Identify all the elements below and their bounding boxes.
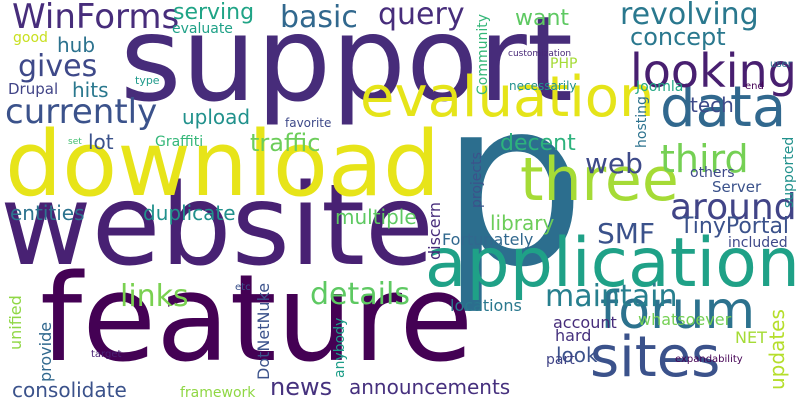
word-target: target	[91, 349, 122, 360]
word-feature: feature	[40, 250, 474, 389]
word-evaluation: evaluation	[360, 65, 655, 130]
word-end: end	[745, 81, 764, 92]
word-included: included	[728, 235, 788, 251]
word-locations: locations	[450, 296, 522, 315]
word-smf: SMF	[597, 217, 656, 250]
word-lot: lot	[88, 130, 114, 154]
word-favorite: favorite	[285, 116, 332, 130]
word-details: details	[310, 277, 410, 312]
word-forum: forum	[600, 281, 756, 341]
word-entities: entities	[10, 201, 85, 225]
word-three: three	[520, 145, 679, 215]
word-hub: hub	[57, 33, 96, 57]
word-framework: framework	[180, 385, 256, 400]
word-provide: provide	[36, 321, 55, 382]
word-account: account	[553, 313, 617, 332]
word-look: look	[556, 343, 598, 367]
word-consolidate: consolidate	[12, 378, 127, 400]
word-support: support	[120, 0, 574, 128]
word-serving: serving	[173, 0, 255, 25]
word-whatsoever: whatsoever	[638, 310, 732, 329]
word-library: library	[490, 211, 555, 235]
word-dotnetnuke: DotNetNuke	[254, 282, 273, 380]
word-want: want	[515, 6, 570, 31]
word-hits: hits	[72, 78, 109, 102]
word-news: news	[270, 373, 333, 400]
word-maintain: maintain	[545, 279, 678, 314]
word-necessarily: necessarily	[509, 79, 577, 93]
word-sites: sites	[590, 325, 721, 390]
word-announcements: announcements	[349, 375, 511, 399]
word-web: web	[585, 147, 643, 180]
word-supported: supported	[781, 136, 797, 208]
word-customization: customization	[508, 49, 572, 59]
word-anybody: anybody	[332, 317, 348, 378]
word-others: others	[690, 165, 735, 181]
word-basic: basic	[280, 0, 358, 35]
word-concept: concept	[630, 23, 726, 51]
word-application: application	[424, 224, 800, 303]
word-tech: tech	[690, 93, 734, 117]
word-query: query	[378, 0, 465, 32]
word-looking: looking	[630, 44, 797, 98]
word-net: NET	[735, 328, 767, 347]
word-discern: discern	[425, 201, 444, 260]
word-website: website	[0, 161, 434, 291]
word-server: Server	[712, 178, 762, 196]
word-joomla: Joomla	[636, 79, 684, 95]
word-decent: decent	[500, 131, 576, 156]
word-download: download	[5, 112, 441, 217]
word-fortunately: Fortunately	[442, 230, 534, 249]
word-around: around	[670, 187, 797, 228]
word-winforms: WinForms	[12, 0, 180, 37]
word-hard: hard	[555, 326, 592, 345]
word-etc: etc	[235, 282, 251, 293]
word-drupal: Drupal	[8, 80, 59, 98]
word-revolving: revolving	[620, 0, 759, 32]
word-set: set	[68, 137, 82, 147]
word-good: good	[13, 30, 48, 46]
word-data: data	[660, 75, 787, 140]
word-tinyportal: TinyPortal	[680, 214, 790, 239]
word-updates: updates	[765, 309, 789, 390]
word-evaluate: evaluate	[172, 21, 233, 37]
word-third: third	[660, 137, 749, 181]
word-unified: unified	[6, 295, 25, 350]
word-graffiti: Graffiti	[155, 134, 204, 150]
word-user: user	[770, 59, 792, 70]
word-duplicate: duplicate	[143, 201, 236, 225]
word-links: links	[120, 279, 189, 314]
word-community: Community	[475, 13, 491, 95]
word-currently: currently	[5, 92, 158, 132]
word-part: part	[546, 352, 575, 368]
word-multiple: multiple	[335, 205, 417, 229]
word-gives: gives	[18, 49, 98, 84]
word-projects: projects	[469, 152, 485, 208]
word-type: type	[135, 74, 160, 87]
word-traffic: traffic	[250, 129, 321, 157]
word-hosting: hosting	[634, 96, 650, 148]
word-php: PHP	[550, 56, 578, 72]
word-upload: upload	[182, 105, 251, 129]
word-expandability: expandability	[675, 354, 743, 365]
word-p: p	[440, 51, 586, 318]
